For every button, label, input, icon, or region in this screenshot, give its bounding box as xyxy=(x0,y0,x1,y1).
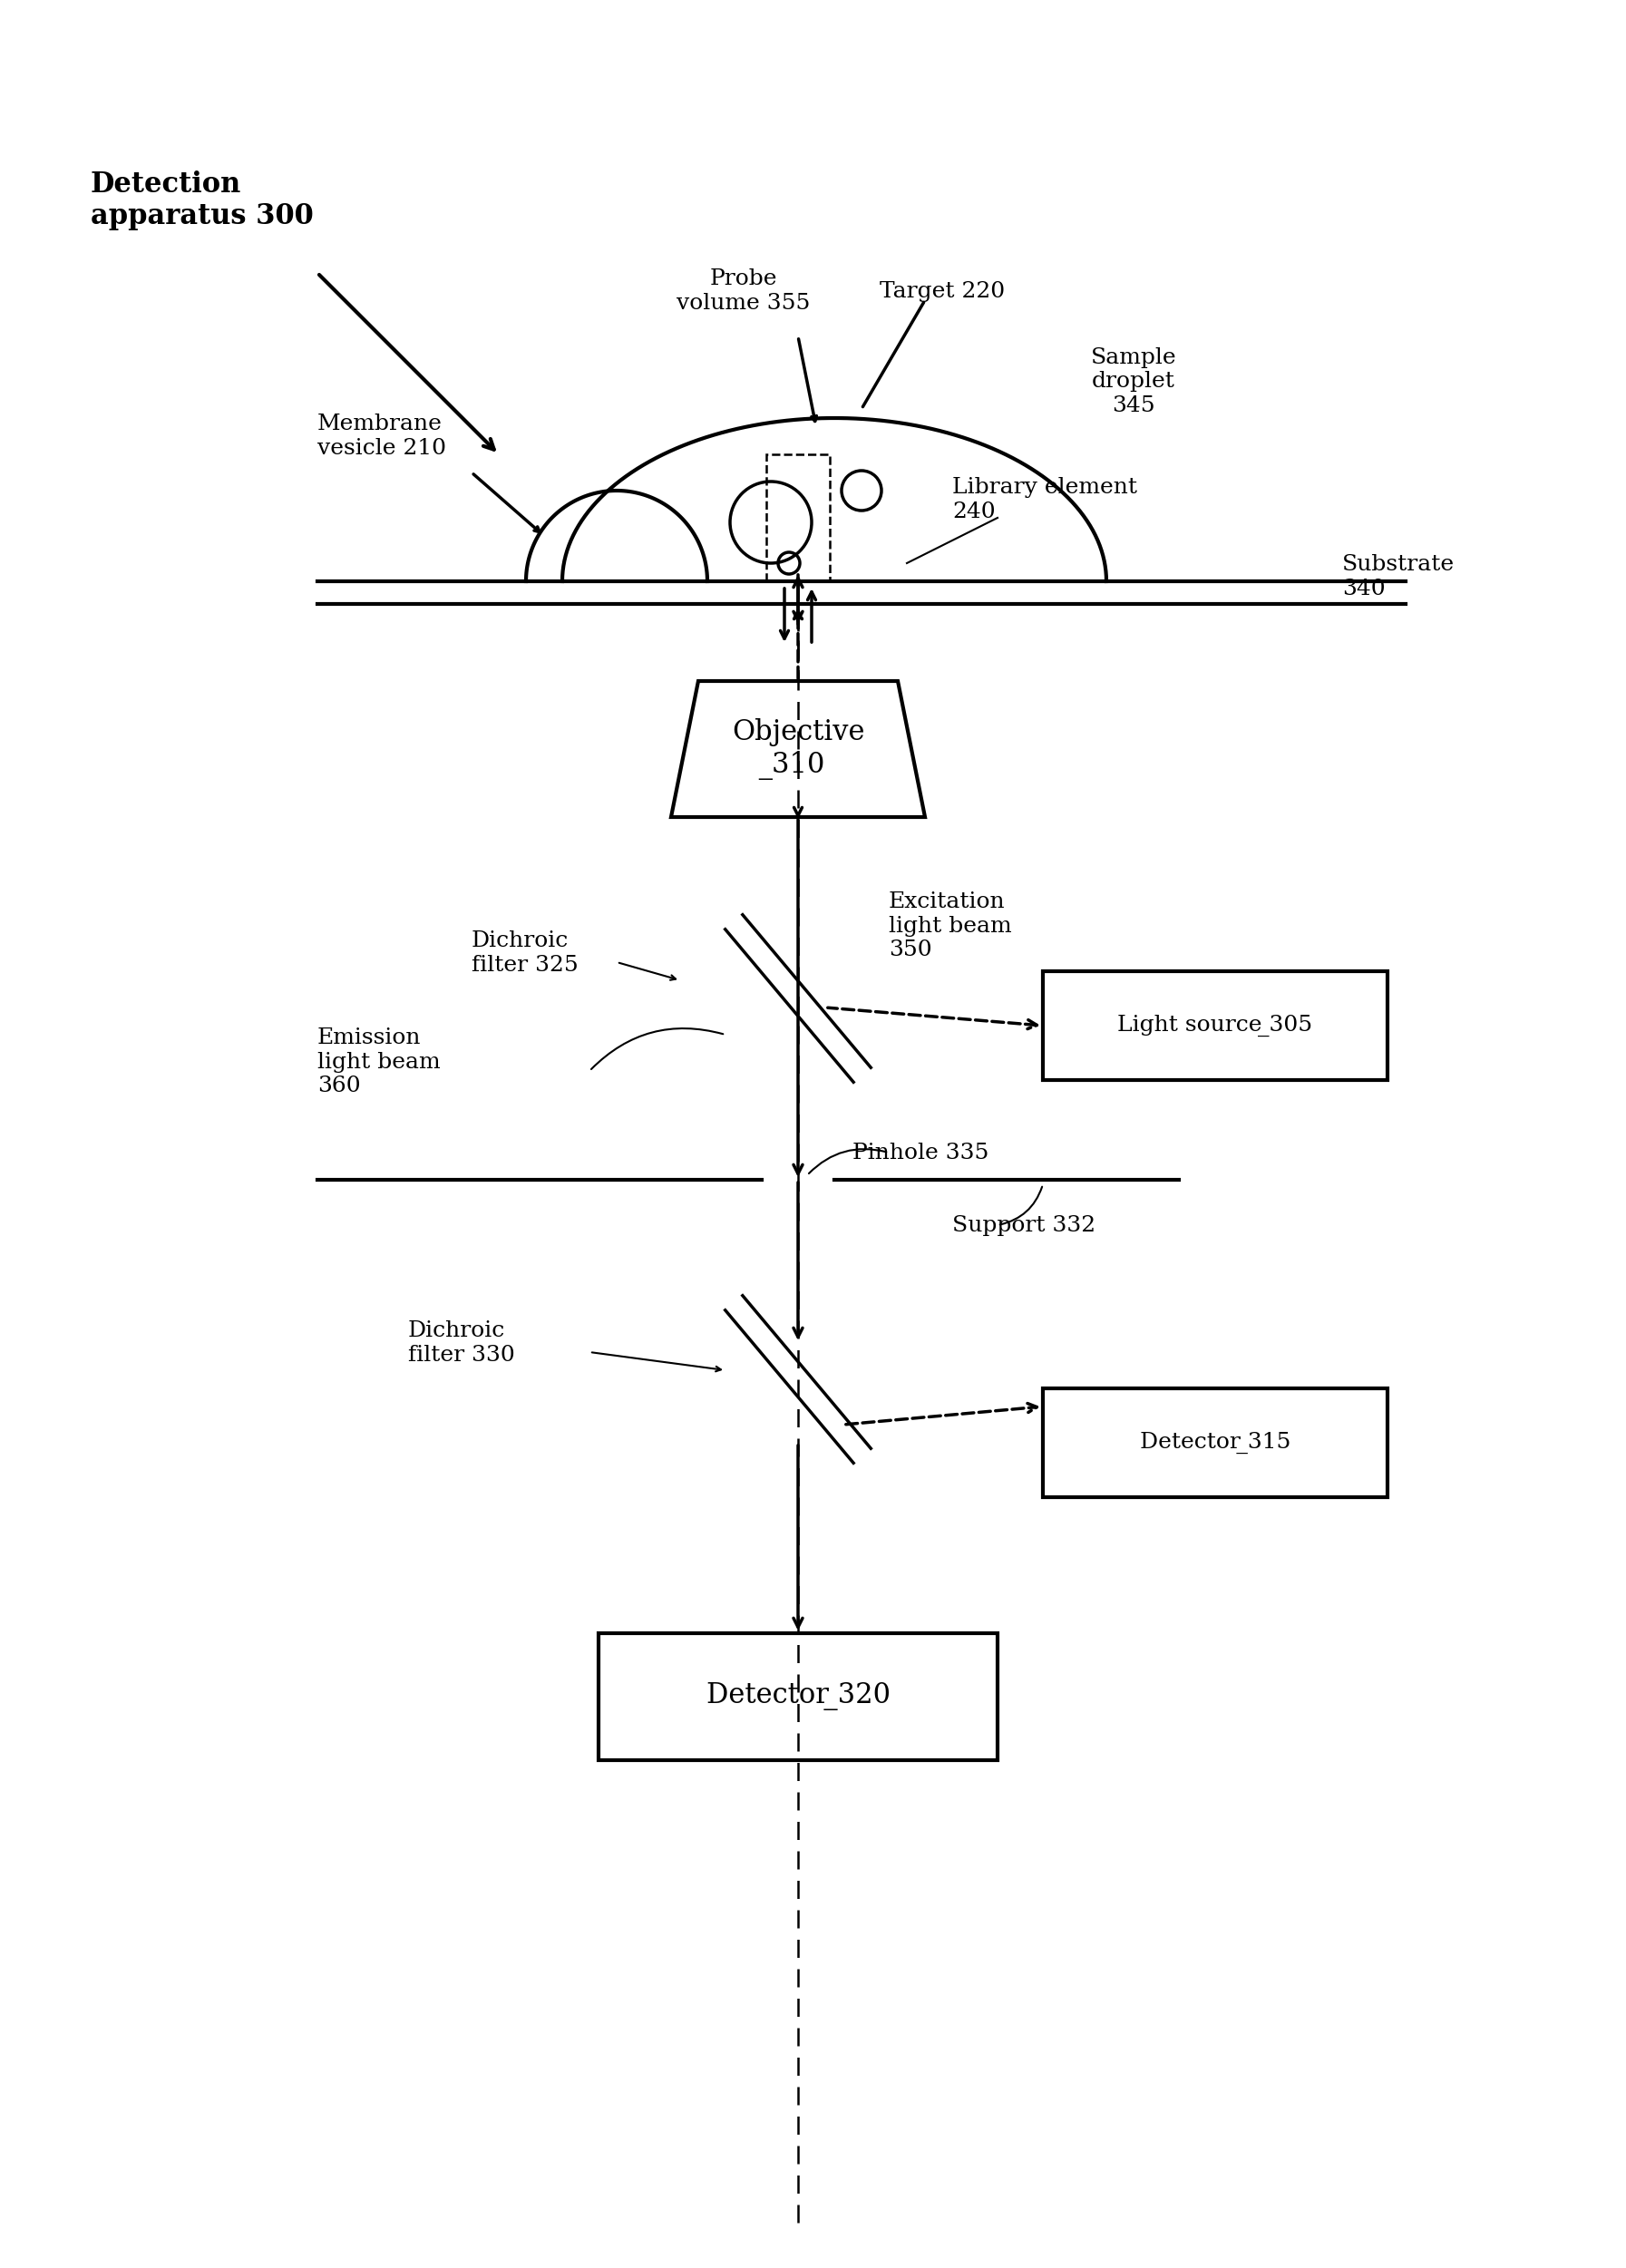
Text: Objective
̲310: Objective ̲310 xyxy=(732,719,865,780)
Text: Substrate
340: Substrate 340 xyxy=(1341,553,1455,599)
Text: Detector ̲320: Detector ̲320 xyxy=(706,1683,889,1710)
Text: Detector ̲315: Detector ̲315 xyxy=(1140,1431,1291,1454)
Text: Pinhole 335: Pinhole 335 xyxy=(852,1143,989,1163)
Text: Sample
droplet
345: Sample droplet 345 xyxy=(1091,347,1177,417)
Text: Detection
apparatus 300: Detection apparatus 300 xyxy=(91,170,314,231)
Text: Target 220: Target 220 xyxy=(880,281,1005,302)
Text: Library element
240: Library element 240 xyxy=(953,476,1137,522)
Bar xyxy=(1042,1388,1387,1497)
Text: Light source ̲305: Light source ̲305 xyxy=(1117,1014,1312,1036)
Text: Membrane
vesicle 210: Membrane vesicle 210 xyxy=(317,413,446,458)
Text: Probe
volume 355: Probe volume 355 xyxy=(676,268,810,313)
Text: Dichroic
filter 325: Dichroic filter 325 xyxy=(472,930,579,975)
Bar xyxy=(1042,971,1387,1080)
Text: Excitation
light beam
350: Excitation light beam 350 xyxy=(889,891,1011,959)
Bar xyxy=(766,454,829,581)
Bar xyxy=(598,1633,997,1760)
Text: Emission
light beam
360: Emission light beam 360 xyxy=(317,1027,441,1095)
Text: Support 332: Support 332 xyxy=(953,1216,1096,1236)
Text: Dichroic
filter 330: Dichroic filter 330 xyxy=(408,1320,515,1365)
